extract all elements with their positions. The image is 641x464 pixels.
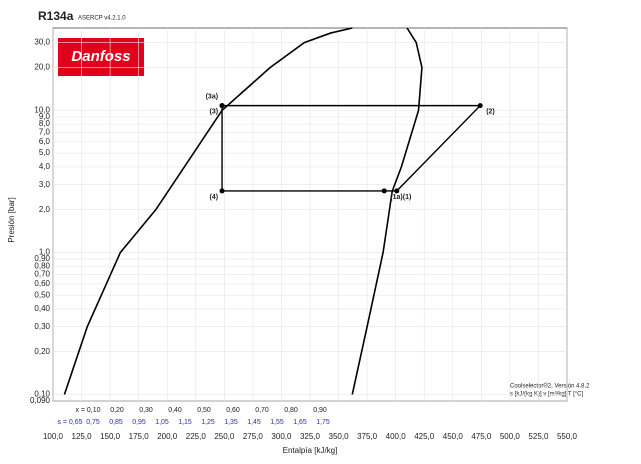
quality-label: 0,40 (168, 407, 182, 414)
cycle-point (219, 188, 225, 194)
entropy-label: 0,95 (132, 419, 146, 426)
x-tick-label: 550,0 (557, 432, 578, 441)
quality-label: 0,60 (226, 407, 240, 414)
cycle-point (381, 188, 387, 194)
y-tick-label: 0,70 (34, 270, 50, 279)
entropy-label: 1,15 (178, 419, 192, 426)
y-tick-label: 4,0 (39, 162, 51, 171)
y-tick-label: 0,10 (34, 390, 50, 399)
x-tick-label: 300,0 (271, 432, 292, 441)
y-tick-label: 1,0 (39, 248, 51, 257)
quality-label: 0,50 (197, 407, 211, 414)
entropy-label: 1,45 (247, 419, 261, 426)
x-tick-label: 100,0 (43, 432, 64, 441)
point-label: (2) (486, 108, 495, 115)
x-tick-label: 200,0 (157, 432, 178, 441)
logo: Danfoss (71, 48, 130, 65)
y-tick-label: 10,0 (34, 105, 50, 114)
y-tick-label: 0,20 (34, 347, 50, 356)
entropy-label: 0,85 (109, 419, 123, 426)
cycle-point (477, 103, 483, 109)
y-tick-label: 8,0 (39, 119, 51, 128)
x-tick-label: 350,0 (329, 432, 350, 441)
series-line (63, 27, 353, 395)
y-tick-label: 30,0 (34, 38, 50, 47)
series-line (351, 27, 423, 395)
point-label: (4) (209, 194, 218, 201)
x-tick-label: 525,0 (528, 432, 549, 441)
quality-label: 0,80 (284, 407, 298, 414)
point-label: (1a) (390, 194, 402, 201)
entropy-label: s = 0,65 (57, 419, 82, 426)
x-tick-label: 250,0 (214, 432, 235, 441)
quality-label: x = 0,10 (75, 407, 100, 414)
point-label: (3) (209, 108, 218, 115)
logo-box (58, 38, 144, 76)
x-tick-label: 375,0 (357, 432, 378, 441)
x-tick-label: 475,0 (471, 432, 492, 441)
y-tick-label: 5,0 (39, 148, 51, 157)
y-axis-label: Presión [bar] (7, 197, 16, 242)
y-tick-label: 0,30 (34, 322, 50, 331)
x-tick-label: 275,0 (243, 432, 264, 441)
x-tick-label: 225,0 (186, 432, 207, 441)
cycle-point (219, 103, 225, 109)
x-axis-label: Entalpía [kJ/kg] (283, 446, 338, 455)
y-tick-label: 0,80 (34, 261, 50, 270)
point-label: (3a) (206, 93, 218, 100)
x-tick-label: 325,0 (300, 432, 321, 441)
y-tick-label: 0,50 (34, 290, 50, 299)
x-tick-label: 150,0 (100, 432, 121, 441)
entropy-label: 1,55 (270, 419, 284, 426)
quality-label: 0,90 (313, 407, 327, 414)
entropy-label: 1,35 (224, 419, 238, 426)
x-tick-label: 500,0 (500, 432, 521, 441)
x-tick-label: 425,0 (414, 432, 435, 441)
footnote: Coolselector®2, Versión 4.8.2 (510, 383, 590, 390)
chart-title: R134a (38, 9, 74, 23)
y-tick-label: 9,0 (39, 112, 51, 121)
y-tick-label: 0,090 (30, 396, 51, 405)
entropy-label: 1,05 (155, 419, 169, 426)
y-tick-label: 7,0 (39, 127, 51, 136)
x-tick-label: 450,0 (443, 432, 464, 441)
chart-subtitle: ASERCP v4.2.1.0 (78, 16, 126, 22)
quality-label: 0,20 (110, 407, 124, 414)
cycle-point (394, 188, 400, 194)
series-line (221, 104, 482, 192)
quality-label: 0,70 (255, 407, 269, 414)
entropy-label: 1,75 (316, 419, 330, 426)
y-tick-label: 0,60 (34, 279, 50, 288)
entropy-label: 1,65 (293, 419, 307, 426)
x-tick-label: 125,0 (72, 432, 93, 441)
y-tick-label: 6,0 (39, 137, 51, 146)
y-tick-label: 3,0 (39, 180, 51, 189)
y-tick-label: 20,0 (34, 63, 50, 72)
x-tick-label: 400,0 (386, 432, 407, 441)
point-label: (1) (403, 194, 412, 201)
x-tick-label: 175,0 (129, 432, 150, 441)
entropy-label: 1,25 (201, 419, 215, 426)
quality-label: 0,30 (139, 407, 153, 414)
y-tick-label: 2,0 (39, 205, 51, 214)
y-tick-label: 0,90 (34, 254, 50, 263)
y-tick-label: 0,40 (34, 304, 50, 313)
entropy-label: 0,75 (86, 419, 100, 426)
